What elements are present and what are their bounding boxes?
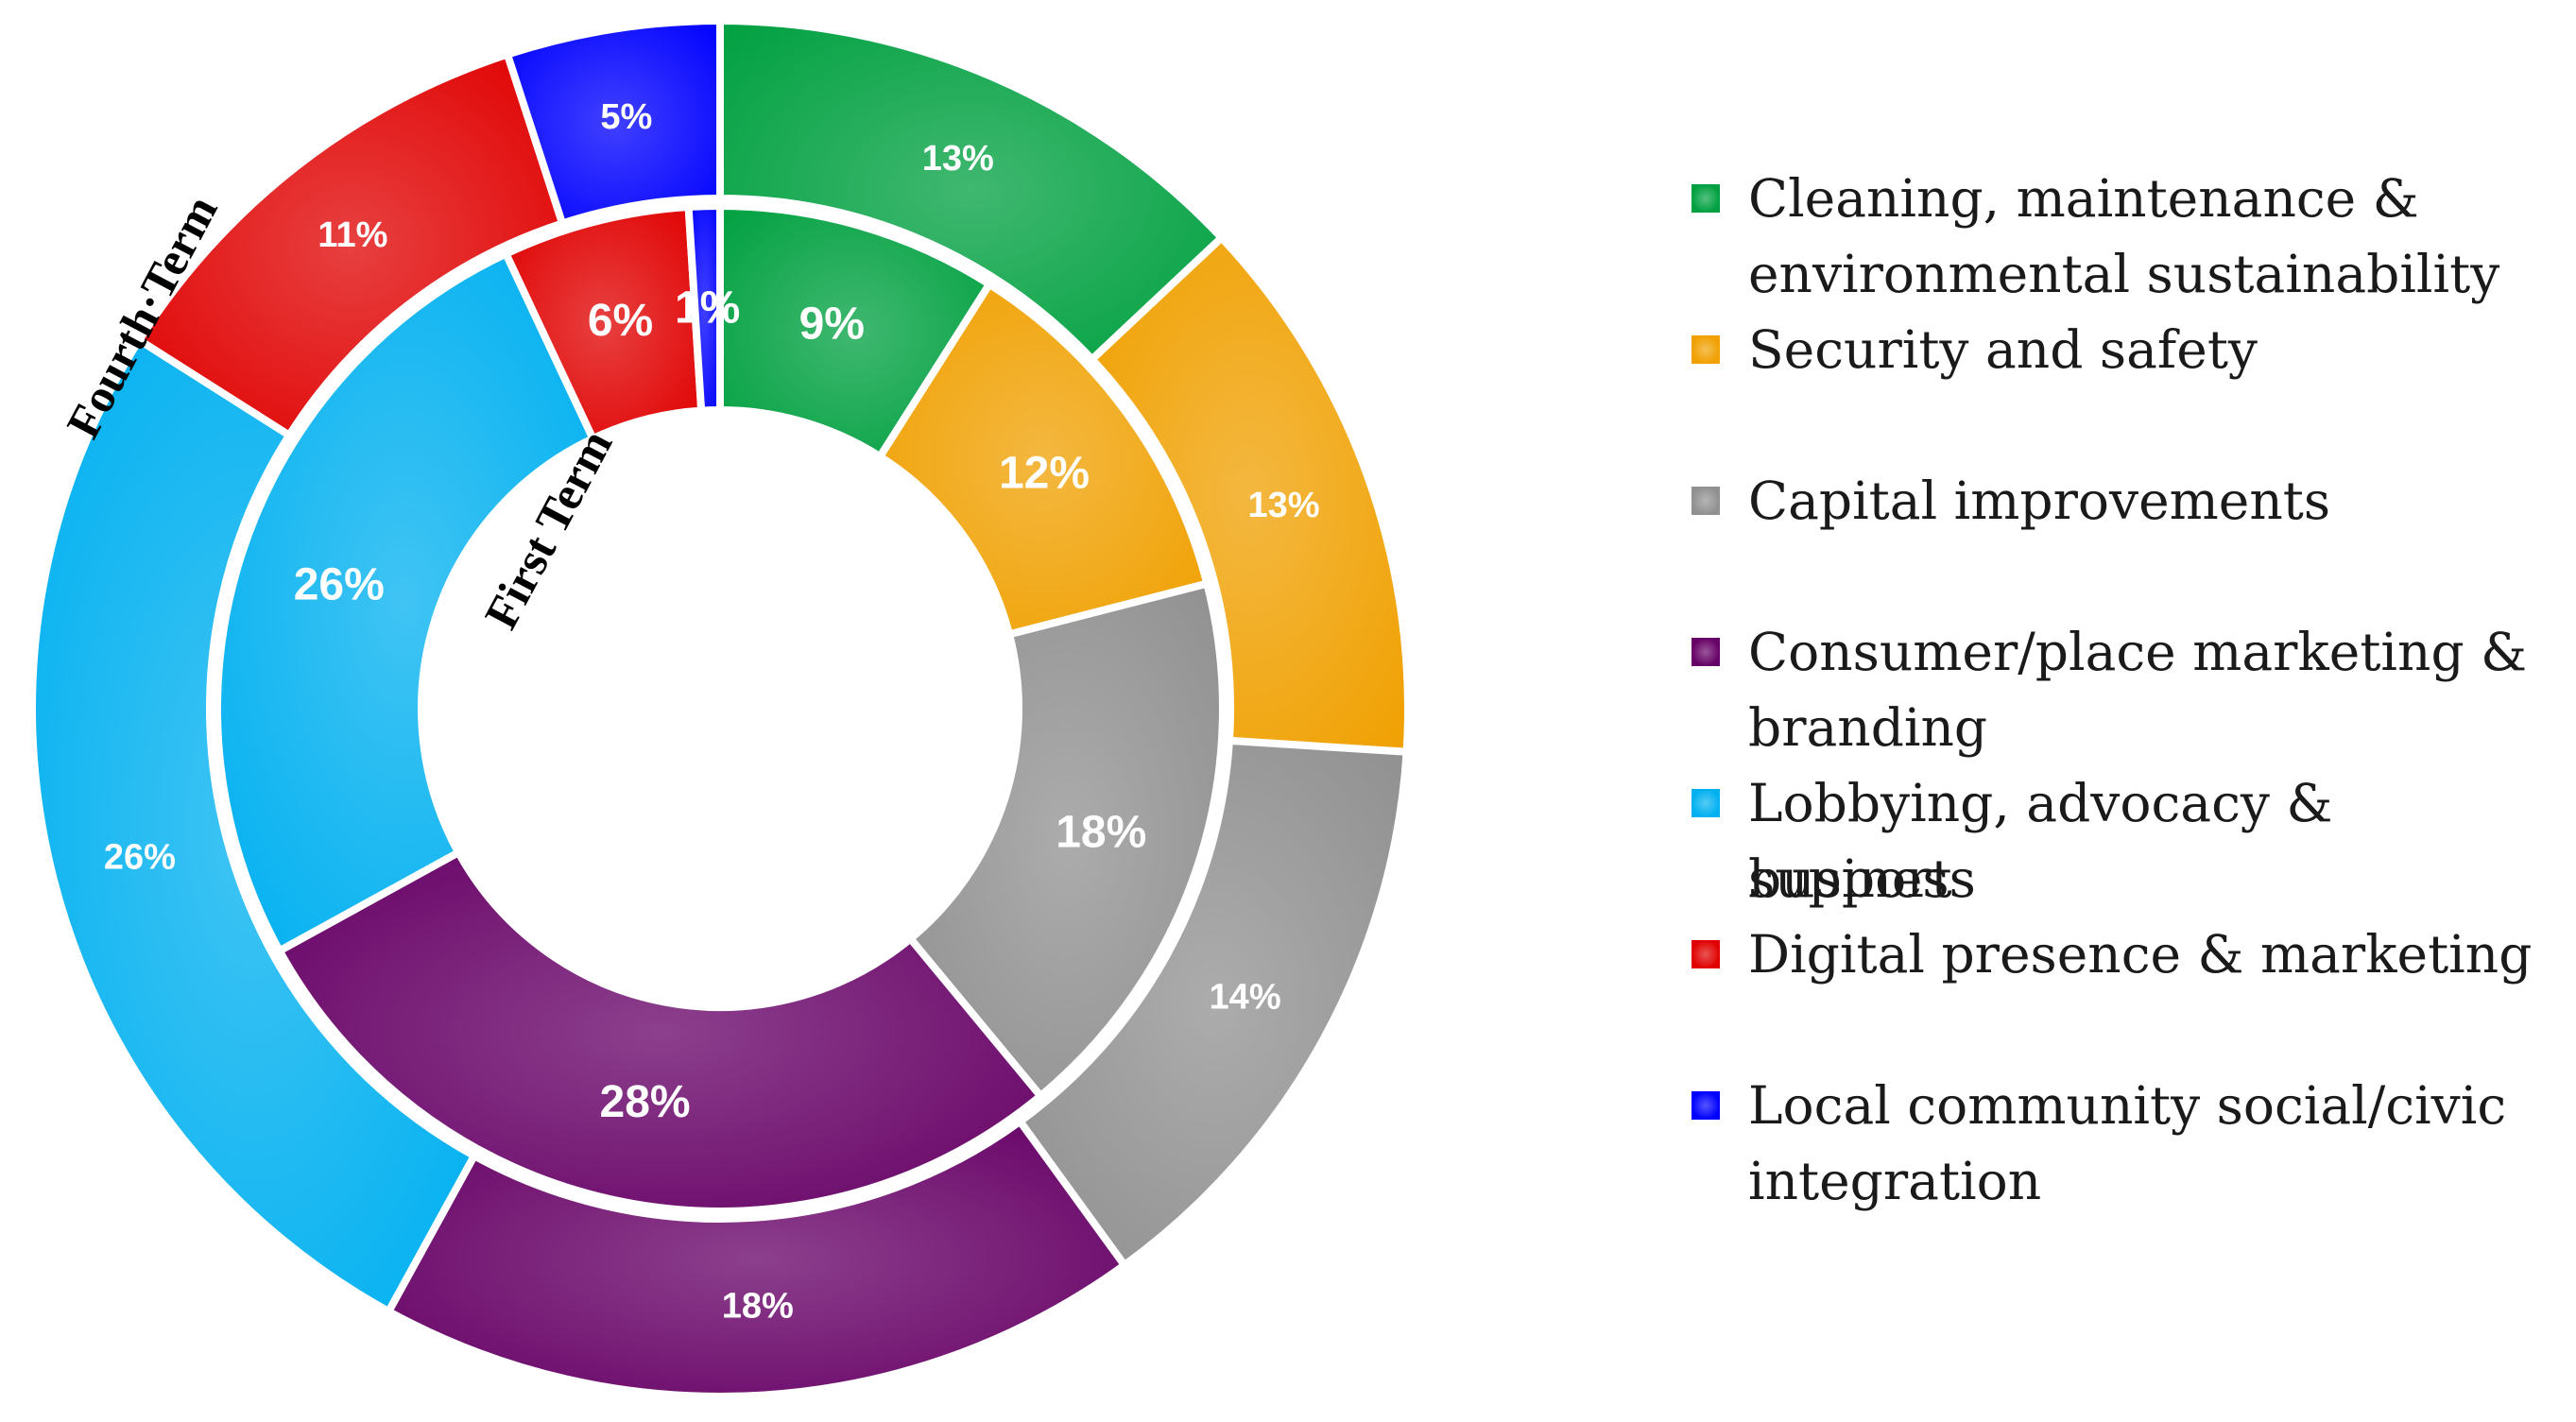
- slice-label-fourth-term-consumer-place-marketing-branding: 18%: [722, 1287, 794, 1327]
- slice-first-term-lobbying-advocacy-business-support: [214, 248, 598, 956]
- slice-label-first-term-cleaning-maintenance-environmental-sustainability: 9%: [799, 299, 865, 349]
- legend-label: Digital presence & marketing: [1748, 924, 2533, 985]
- slice-label-first-term-lobbying-advocacy-business-support: 26%: [294, 559, 385, 609]
- slice-label-fourth-term-digital-presence-marketing: 11%: [318, 215, 387, 255]
- slice-first-term-local-community-social-civic-integration: [684, 201, 724, 415]
- legend-swatch-capital-improvements: [1692, 487, 1720, 515]
- legend-label: branding: [1748, 697, 1988, 758]
- slice-label-first-term-consumer-place-marketing-branding: 28%: [600, 1077, 691, 1127]
- legend-swatch-lobbying-advocacy-business-support: [1692, 789, 1720, 817]
- slice-label-fourth-term-security-and-safety: 13%: [1247, 486, 1319, 525]
- slice-first-term-capital-improvements: [904, 578, 1227, 1102]
- slice-fourth-term-local-community-social-civic-integration: [502, 16, 724, 229]
- legend-label: Consumer/place marketing &: [1748, 622, 2528, 682]
- legend-swatch-security-and-safety: [1692, 335, 1720, 364]
- slice-label-fourth-term-local-community-social-civic-integration: 5%: [600, 97, 652, 137]
- legend-label: support: [1748, 848, 1952, 909]
- slice-fourth-term-lobbying-advocacy-business-support: [28, 334, 480, 1317]
- legend-label: Local community social/civic: [1748, 1075, 2507, 1136]
- legend-swatch-digital-presence-marketing: [1692, 940, 1720, 968]
- legend-label: Lobbying, advocacy & business: [1748, 773, 2333, 909]
- legend-swatch-consumer-place-marketing-branding: [1692, 638, 1720, 666]
- slice-label-first-term-capital-improvements: 18%: [1056, 808, 1146, 858]
- slice-label-fourth-term-cleaning-maintenance-environmental-sustainability: 13%: [922, 139, 994, 179]
- slice-label-first-term-digital-presence-marketing: 6%: [588, 296, 653, 346]
- legend-label: integration: [1748, 1151, 2042, 1211]
- legend-label: Security and safety: [1748, 319, 2258, 380]
- legend-label: Capital improvements: [1748, 471, 2331, 531]
- slice-first-term-consumer-place-marketing-branding: [274, 847, 1046, 1215]
- slice-label-fourth-term-capital-improvements: 14%: [1210, 977, 1281, 1017]
- slice-label-fourth-term-lobbying-advocacy-business-support: 26%: [104, 838, 176, 878]
- legend-label: Cleaning, maintenance &: [1748, 168, 2419, 229]
- legend-swatch-local-community-social-civic-integration: [1692, 1091, 1720, 1120]
- donut-chart: 9%12%18%28%26%6% 1%13%13%14%18%26%11%5% F…: [28, 16, 1408, 1400]
- slice-label-first-term-local-community-social-civic-integration: 1%: [675, 283, 740, 334]
- slice-fourth-term-consumer-place-marketing-branding: [383, 1116, 1130, 1400]
- legend-swatch-cleaning-maintenance-environmental-sustainability: [1692, 184, 1720, 213]
- slice-label-first-term-security-and-safety: 12%: [999, 448, 1090, 498]
- legend-label: environmental sustainability: [1748, 244, 2500, 304]
